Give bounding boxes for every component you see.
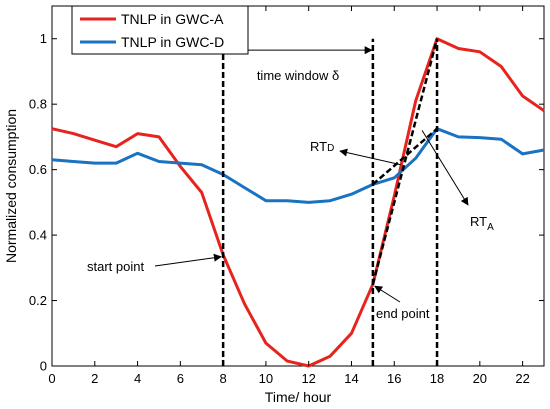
rt-dashed-line-1	[372, 127, 438, 186]
rt-a-label: RTA	[470, 214, 494, 233]
y-axis: 0 0.2 0.4 0.6 0.8 1	[29, 31, 544, 374]
series-line-gwc-a	[51, 37, 545, 368]
x-tick-label: 12	[301, 371, 315, 386]
legend-entry-gwc-a: TNLP in GWC-A	[121, 11, 224, 27]
x-tick-label: 10	[259, 371, 273, 386]
x-tick-label: 20	[473, 371, 487, 386]
y-tick-label: 0	[40, 359, 47, 374]
x-tick-label: 4	[134, 371, 141, 386]
y-axis-label: Normalized consumption	[3, 109, 19, 263]
x-tick-label: 2	[91, 371, 98, 386]
legend-entry-gwc-d: TNLP in GWC-D	[121, 34, 224, 50]
x-tick-label: 16	[387, 371, 401, 386]
x-tick-label: 0	[48, 371, 55, 386]
x-axis-label: Time/ hour	[265, 389, 332, 405]
rt-d-label: RTD	[310, 139, 334, 154]
y-tick-label: 0.6	[29, 162, 47, 177]
x-tick-label: 22	[515, 371, 529, 386]
annotations: time window δ start point end point RTD …	[87, 68, 494, 321]
rt-a-main: RT	[470, 214, 487, 229]
series-line-gwc-d	[51, 127, 545, 204]
end-point-arrow	[374, 285, 401, 303]
x-tick-label: 6	[177, 371, 184, 386]
axes-frame	[51, 5, 545, 367]
plot-area	[51, 5, 545, 368]
rt-d-sub: D	[327, 143, 334, 154]
legend-box	[71, 5, 249, 55]
y-tick-label: 0.2	[29, 293, 47, 308]
start-point-label: start point	[87, 259, 144, 274]
x-tick-label: 18	[430, 371, 444, 386]
rt-a-arrow	[421, 130, 469, 206]
x-axis: 0 2 4 6 8 10 12 14 16 18 20 22	[48, 6, 530, 386]
y-tick-label: 0.4	[29, 228, 47, 243]
rt-a-sub: A	[487, 222, 494, 233]
x-tick-label: 8	[220, 371, 227, 386]
start-point-arrow	[154, 253, 222, 267]
x-tick-label: 14	[344, 371, 358, 386]
time-window-label: time window δ	[257, 68, 339, 83]
rt-d-arrow	[339, 148, 401, 166]
y-tick-label: 0.8	[29, 97, 47, 112]
legend: TNLP in GWC-A TNLP in GWC-D	[71, 5, 249, 55]
y-tick-label: 1	[40, 31, 47, 46]
rt-dashed-line-0	[371, 38, 439, 285]
rt-d-main: RT	[310, 139, 327, 154]
end-point-label: end point	[376, 306, 430, 321]
